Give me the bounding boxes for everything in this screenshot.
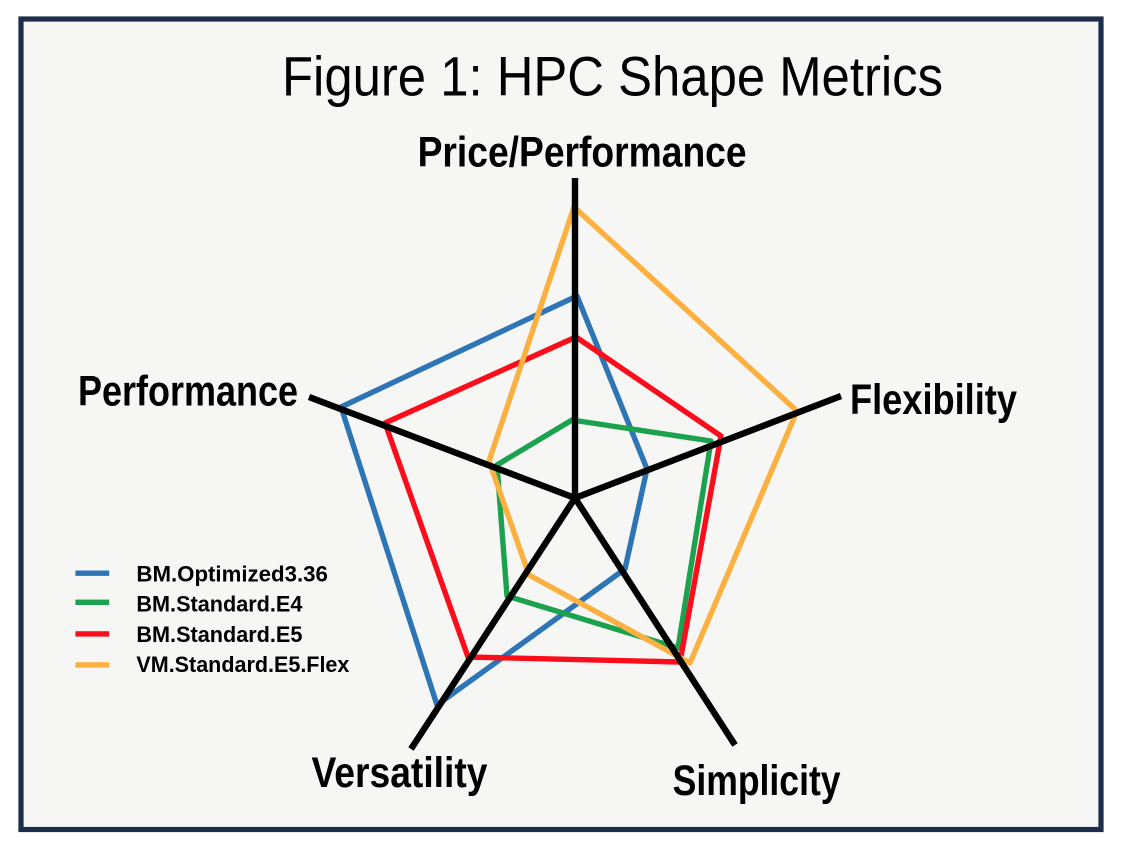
svg-text:Performance: Performance [78,368,298,416]
svg-text:BM.Optimized3.36: BM.Optimized3.36 [136,562,328,587]
svg-text:BM.Standard.E4: BM.Standard.E4 [136,592,303,617]
svg-text:Price/Performance: Price/Performance [418,129,747,177]
svg-text:Flexibility: Flexibility [850,376,1017,424]
svg-text:Versatility: Versatility [312,749,488,797]
svg-text:BM.Standard.E5: BM.Standard.E5 [136,622,302,647]
svg-text:Simplicity: Simplicity [673,757,841,805]
svg-text:Figure 1: HPC Shape Metrics: Figure 1: HPC Shape Metrics [282,45,943,108]
svg-text:VM.Standard.E5.Flex: VM.Standard.E5.Flex [136,652,350,677]
